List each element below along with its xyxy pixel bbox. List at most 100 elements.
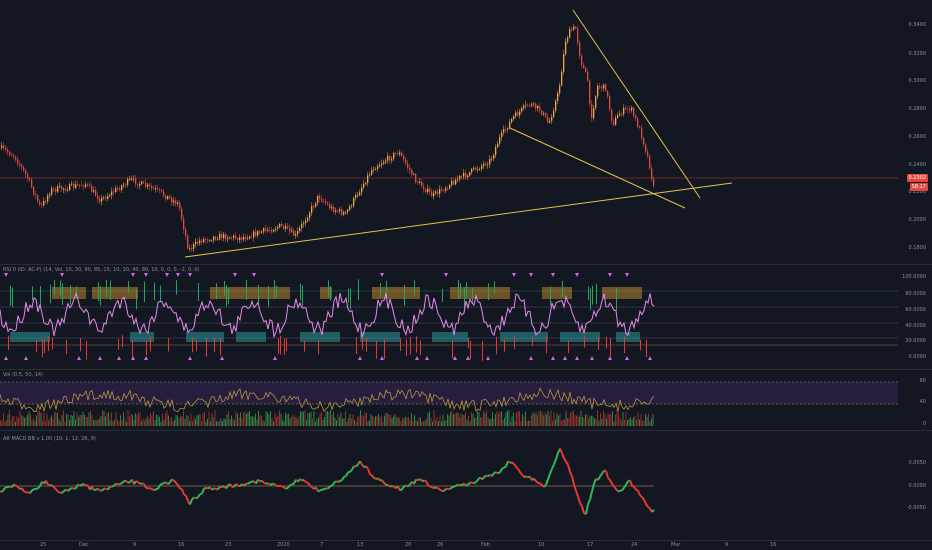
vol-bar	[385, 412, 387, 426]
vol-title[interactable]: Vol (0.5, 50, 14)	[3, 372, 44, 378]
pane-separator[interactable]	[0, 369, 932, 370]
vol-bar	[25, 416, 27, 426]
vol-bar	[610, 413, 612, 426]
price-chart[interactable]	[0, 0, 932, 264]
macd-segment	[417, 478, 421, 482]
vol-bar	[619, 417, 621, 426]
candle-body	[521, 107, 523, 112]
vol-bar	[231, 415, 232, 426]
price-pane[interactable]: 0.3400 0.3200 0.3000 0.2800 0.2600 0.240…	[0, 0, 932, 264]
vol-bar	[325, 411, 327, 426]
candle-body	[315, 203, 317, 207]
vol-bar	[430, 418, 432, 426]
vol-bar	[508, 410, 510, 426]
vol-bar	[225, 419, 226, 426]
macd-segment	[561, 452, 565, 459]
macd-tick: -0.0050	[906, 505, 926, 511]
candle-body	[115, 188, 117, 193]
rsi-bottom-marker	[551, 356, 555, 360]
vol-bar	[129, 416, 130, 426]
vol-bar	[337, 414, 339, 426]
rsi-up-bar	[330, 286, 331, 301]
candle-body	[361, 187, 363, 193]
vol-bar	[441, 421, 442, 426]
macd-segment	[513, 463, 517, 468]
rsi-title[interactable]: RSI 0 (ID: AC-P) (14, Vol, 10, 30, 90, 8…	[3, 267, 200, 273]
vol-bar	[643, 420, 645, 426]
candle-body	[11, 155, 13, 156]
vol-bar	[568, 417, 570, 426]
macd-segment	[23, 490, 27, 494]
vol-bar	[379, 417, 381, 426]
macd-segment	[371, 474, 375, 479]
candle-body	[607, 90, 609, 97]
vol-pane[interactable]: Vol (0.5, 50, 14) 80 40 0	[0, 370, 932, 430]
pane-separator[interactable]	[0, 264, 932, 265]
vol-bar	[219, 420, 220, 426]
rsi-up-bar	[136, 288, 137, 310]
price-tick: 0.2400	[908, 162, 927, 168]
vol-bar	[553, 412, 555, 426]
vol-bar	[405, 416, 406, 426]
vol-bar	[253, 416, 255, 426]
vol-bar	[630, 417, 631, 426]
vol-bar	[280, 413, 282, 426]
macd-segment	[63, 488, 67, 492]
macd-segment	[67, 488, 71, 492]
macd-pane[interactable]: AR MACD BB v 1.00 (10, 1, 12, 26, 9) 0.0…	[0, 431, 932, 540]
candle-body	[407, 163, 409, 168]
macd-segment	[369, 473, 373, 477]
candle-body	[599, 85, 601, 88]
candle-body	[123, 184, 125, 186]
vol-bar	[96, 420, 97, 426]
rsi-down-bar	[196, 339, 197, 352]
vol-bar	[277, 415, 279, 426]
vol-bar	[607, 413, 609, 426]
macd-title[interactable]: AR MACD BB v 1.00 (10, 1, 12, 26, 9)	[3, 436, 96, 442]
rsi-down-bar	[568, 340, 569, 354]
macd-segment	[589, 491, 593, 500]
vol-chart[interactable]	[0, 370, 932, 430]
vol-bar	[54, 411, 55, 426]
candle-body	[405, 159, 407, 164]
rsi-chart[interactable]	[0, 265, 932, 369]
vol-bar	[133, 420, 135, 426]
macd-segment	[35, 487, 39, 490]
macd-segment	[211, 487, 215, 491]
candle-body	[237, 238, 239, 241]
vol-bar	[589, 415, 591, 426]
rsi-up-bar	[616, 287, 617, 310]
rsi-up-bar	[224, 281, 225, 296]
vol-bar	[330, 410, 331, 426]
price-tick: 0.2600	[908, 134, 927, 140]
vol-bar	[151, 415, 153, 426]
rsi-pane[interactable]: RSI 0 (ID: AC-P) (14, Vol, 10, 30, 90, 8…	[0, 265, 932, 369]
vol-bar	[528, 420, 529, 426]
rsi-tick: 40.0000	[905, 323, 926, 329]
candle-body	[309, 212, 311, 218]
macd-segment	[427, 484, 431, 488]
vol-bar	[214, 410, 216, 426]
vol-bar	[324, 416, 325, 426]
macd-segment	[111, 484, 115, 488]
candle-body	[9, 152, 11, 156]
candle-body	[357, 195, 359, 196]
vol-bar	[574, 415, 576, 426]
macd-segment	[107, 485, 111, 491]
macd-segment	[549, 468, 553, 475]
candle-body	[197, 241, 199, 244]
macd-segment	[55, 488, 59, 493]
time-axis[interactable]: 25 Dec 9 16 23 2020 7 13 20 26 Feb 10 17…	[0, 540, 932, 550]
vol-bar	[451, 410, 453, 426]
candle-body	[571, 29, 573, 30]
vol-bar	[363, 415, 364, 426]
macd-chart[interactable]	[0, 431, 932, 540]
vol-bar	[130, 413, 132, 426]
vol-bar	[3, 413, 4, 426]
macd-segment	[303, 479, 307, 483]
vol-bar	[396, 417, 397, 426]
vol-bar	[264, 421, 265, 426]
vol-bar	[321, 411, 322, 426]
pane-separator[interactable]	[0, 430, 932, 431]
